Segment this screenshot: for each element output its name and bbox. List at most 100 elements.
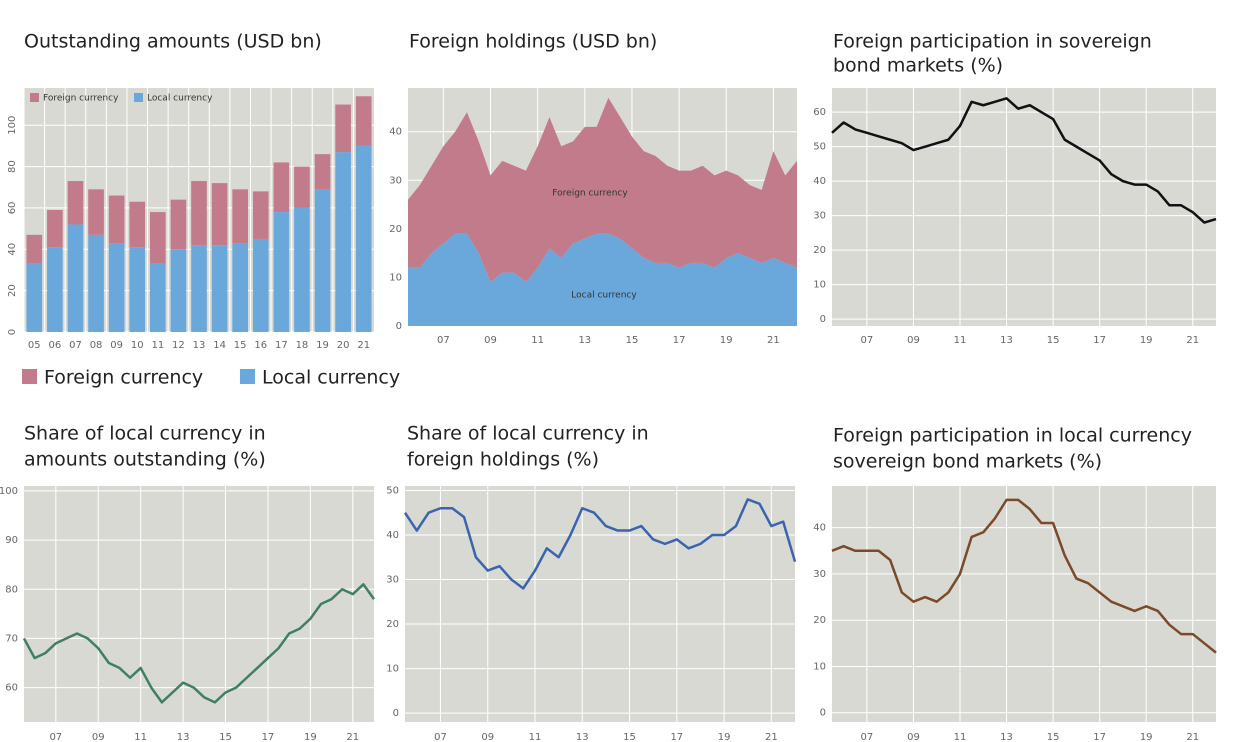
y-tick-label: 80 [7,160,18,173]
y-tick-label: 20 [813,245,826,256]
bar-segment [252,191,269,239]
y-tick-label: 40 [386,530,399,541]
legend-label: Foreign currency [44,367,203,389]
y-tick-label: 30 [386,575,399,586]
x-tick-label: 15 [1047,732,1060,742]
chart-title: bond markets (%) [833,55,1003,77]
y-tick-label: 10 [813,280,826,291]
chart-title: Share of local currency in [407,423,649,445]
x-tick-label: 13 [1000,335,1013,346]
y-tick-label: 10 [386,664,399,675]
x-tick-label: 08 [90,340,103,351]
x-tick-label: 11 [134,732,147,742]
chart-title: Foreign participation in sovereign [833,31,1152,53]
x-tick-label: 16 [254,340,267,351]
y-tick-label: 20 [389,224,402,235]
bar-segment [150,212,166,264]
x-tick-label: 09 [481,732,494,742]
bar-segment [170,199,187,250]
y-tick-label: 0 [396,321,402,332]
y-tick-label: 0 [393,708,399,719]
chart-title: Outstanding amounts (USD bn) [24,31,322,53]
x-tick-label: 15 [234,340,247,351]
bar-segment [314,189,331,332]
x-tick-label: 17 [262,732,275,742]
bar-segment [129,247,146,332]
area [408,233,797,326]
y-tick-label: 90 [5,535,18,546]
bar-segment [129,201,146,248]
bar-segment [191,181,207,246]
bar-segment [335,152,351,332]
y-tick-label: 60 [813,107,826,118]
chart-title: sovereign bond markets (%) [833,451,1102,473]
x-tick-label: 17 [673,335,686,346]
plot-area [832,88,1216,326]
y-tick-label: 60 [5,683,18,694]
x-tick-label: 15 [626,335,639,346]
bar-segment [273,212,290,332]
x-tick-label: 15 [1047,335,1060,346]
x-tick-label: 13 [193,340,206,351]
bar-segment [294,207,310,332]
line [403,498,797,590]
x-tick-label: 11 [954,335,967,346]
y-tick-label: 50 [386,485,399,496]
y-tick-label: 40 [389,127,402,138]
legend-swatch [30,93,39,102]
area-label: Local currency [571,291,637,301]
x-tick-label: 11 [954,732,967,742]
x-tick-label: 21 [767,335,780,346]
x-tick-label: 11 [531,335,544,346]
x-tick-label: 09 [907,732,920,742]
x-tick-label: 13 [177,732,190,742]
chart-title: Share of local currency in [24,423,266,445]
x-tick-label: 09 [907,335,920,346]
bar-segment [252,238,269,332]
line [22,583,376,704]
x-tick-label: 13 [578,335,591,346]
bar-segment [67,224,84,332]
x-tick-label: 19 [720,335,733,346]
x-tick-label: 10 [131,340,144,351]
y-tick-label: 100 [7,116,18,135]
bar-segment [67,181,84,225]
x-tick-label: 17 [670,732,683,742]
y-tick-label: 10 [389,272,402,283]
x-tick-label: 06 [49,340,62,351]
line [831,97,1217,224]
bar-segment [47,247,63,332]
y-tick-label: 0 [7,329,18,335]
y-tick-label: 50 [813,142,826,153]
x-tick-label: 07 [437,335,450,346]
y-tick-label: 10 [813,661,826,672]
chart-title: amounts outstanding (%) [24,449,266,471]
x-tick-label: 15 [219,732,232,742]
y-tick-label: 20 [386,619,399,630]
x-tick-label: 13 [1000,732,1013,742]
y-tick-label: 100 [0,486,18,497]
x-tick-label: 19 [718,732,731,742]
bar-segment [314,154,331,190]
bar-segment [47,210,63,248]
chart-title: Foreign participation in local currency [833,425,1192,447]
bar-segment [88,234,104,332]
area [408,97,797,283]
y-tick-label: 30 [389,175,402,186]
y-tick-label: 40 [813,176,826,187]
legend-label: Local currency [147,94,213,104]
x-tick-label: 19 [1140,335,1153,346]
x-tick-label: 17 [1093,732,1106,742]
legend-swatch [22,369,37,384]
bar-segment [108,195,125,244]
bar-segment [273,162,290,213]
chart-title: Foreign holdings (USD bn) [409,31,657,53]
x-tick-label: 13 [576,732,589,742]
area-label: Foreign currency [552,189,628,199]
bar-segment [232,243,248,332]
x-tick-label: 07 [861,335,874,346]
x-tick-label: 07 [49,732,62,742]
x-tick-label: 12 [172,340,185,351]
x-tick-label: 09 [92,732,105,742]
